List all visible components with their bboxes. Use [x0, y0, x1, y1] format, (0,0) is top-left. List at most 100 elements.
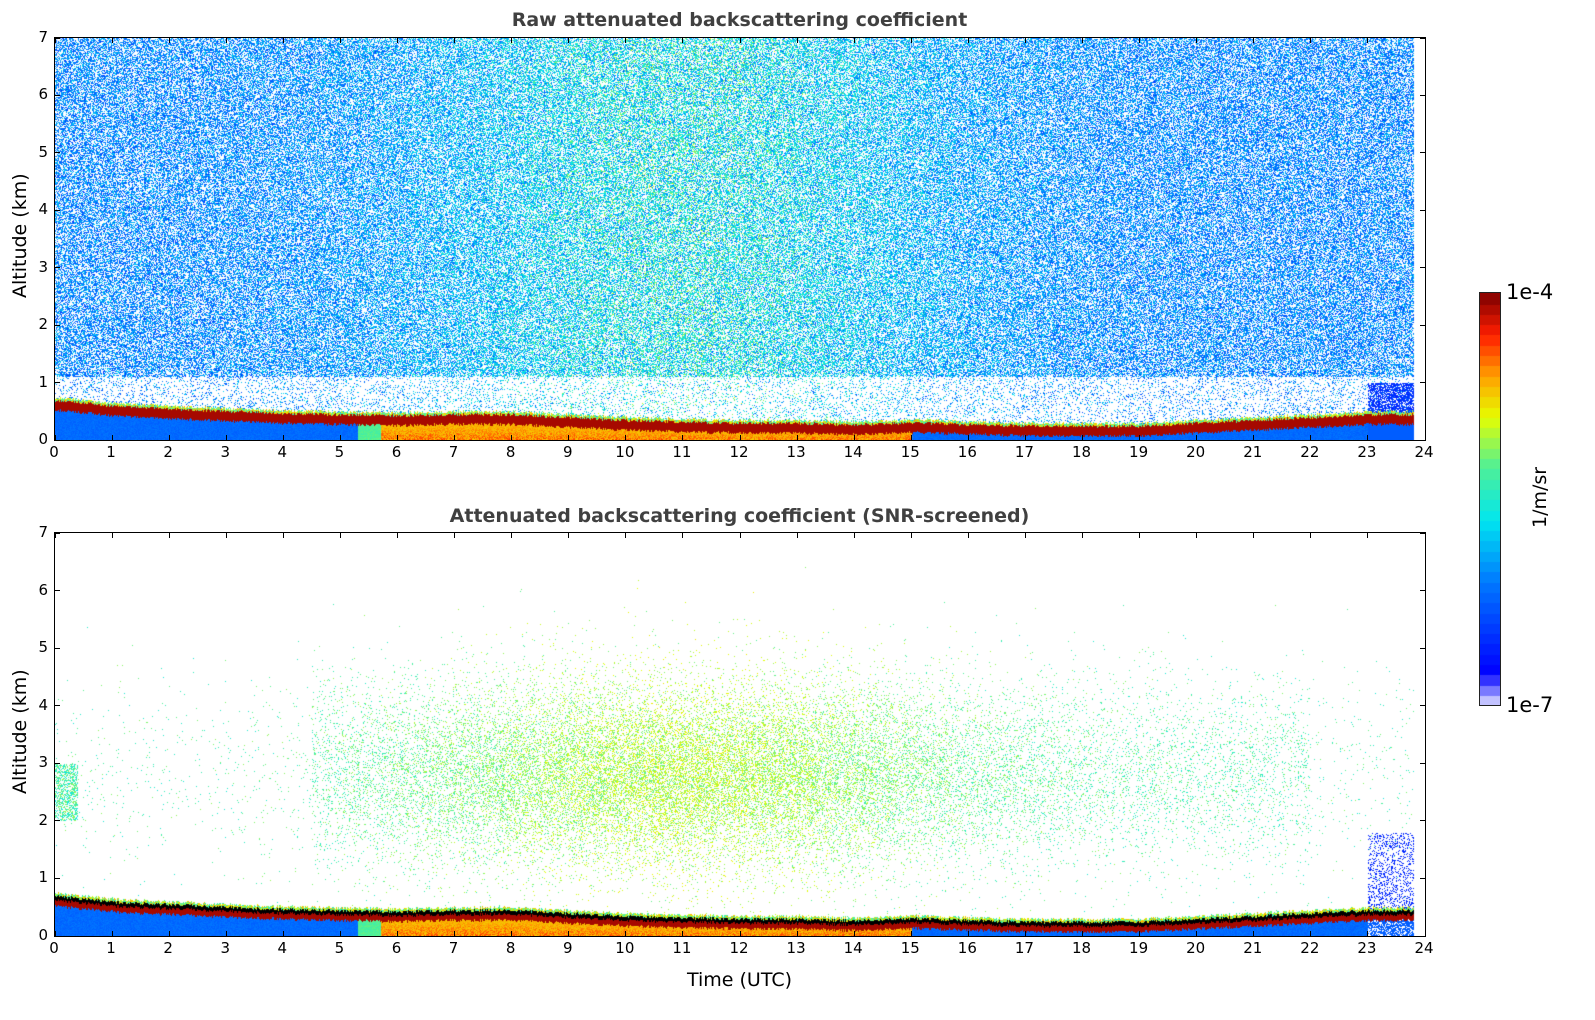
- y-tick-mark: [1420, 820, 1425, 822]
- x-tick-mark: [339, 38, 341, 43]
- y-tick-mark: [55, 705, 60, 707]
- x-tick-label: 3: [220, 939, 231, 957]
- x-tick-mark: [168, 435, 170, 440]
- x-tick-mark: [853, 931, 855, 936]
- x-tick-mark: [397, 533, 398, 538]
- y-tick-mark: [1420, 94, 1425, 96]
- x-tick-mark: [1310, 435, 1312, 440]
- colorbar-unit-label: 1/m/sr: [1529, 466, 1551, 528]
- bottom-plot-axes: [54, 532, 1426, 937]
- x-tick-mark: [910, 38, 912, 43]
- x-tick-mark: [967, 533, 969, 538]
- x-tick-mark: [625, 931, 627, 936]
- x-tick-mark: [168, 38, 170, 43]
- x-tick-mark: [111, 931, 113, 936]
- y-tick-label: 0: [38, 430, 48, 448]
- x-tick-mark: [397, 931, 398, 936]
- x-tick-mark: [282, 435, 284, 440]
- y-tick-mark: [1420, 647, 1425, 649]
- x-tick-mark: [282, 931, 284, 936]
- x-tick-label: 18: [1071, 443, 1092, 461]
- x-tick-mark: [397, 435, 398, 440]
- x-tick-mark: [682, 533, 684, 538]
- x-tick-mark: [568, 931, 570, 936]
- x-tick-mark: [454, 435, 456, 440]
- y-tick-label: 4: [38, 200, 48, 219]
- x-tick-mark: [625, 435, 627, 440]
- x-tick-mark: [1367, 38, 1369, 43]
- y-tick-mark: [1420, 762, 1425, 764]
- y-tick-mark: [55, 532, 60, 534]
- x-tick-label: 23: [1357, 443, 1377, 461]
- x-tick-label: 7: [448, 443, 459, 461]
- x-tick-mark: [1424, 38, 1426, 43]
- y-tick-mark: [55, 267, 60, 269]
- top-plot-axes: [54, 37, 1426, 441]
- y-tick-label: 1: [38, 868, 48, 887]
- x-tick-label: 19: [1129, 939, 1149, 957]
- y-tick-mark: [55, 324, 60, 326]
- x-tick-label: 16: [957, 939, 977, 957]
- raw-backscatter-heatmap: [55, 38, 1425, 440]
- x-tick-mark: [796, 435, 798, 440]
- x-tick-mark: [111, 38, 113, 43]
- x-tick-label: 0: [49, 443, 59, 461]
- x-tick-mark: [910, 533, 912, 538]
- y-tick-mark: [1420, 209, 1425, 211]
- x-tick-label: 17: [1014, 443, 1034, 461]
- x-tick-label: 15: [900, 939, 920, 957]
- x-tick-mark: [339, 435, 341, 440]
- x-tick-label: 16: [957, 443, 977, 461]
- x-tick-mark: [1196, 931, 1198, 936]
- colorbar-min-label: 1e-7: [1506, 693, 1554, 717]
- x-tick-mark: [339, 533, 341, 538]
- x-tick-mark: [397, 38, 398, 43]
- x-tick-mark: [454, 533, 456, 538]
- x-tick-label: 11: [672, 443, 692, 461]
- y-tick-mark: [1420, 877, 1425, 879]
- y-tick-mark: [55, 820, 60, 822]
- x-tick-label: 1: [106, 443, 116, 461]
- top-plot-title: Raw attenuated backscattering coefficien…: [511, 9, 968, 31]
- x-tick-mark: [1082, 931, 1083, 936]
- x-tick-mark: [682, 38, 684, 43]
- x-tick-label: 12: [729, 939, 749, 957]
- x-tick-mark: [454, 38, 456, 43]
- x-tick-label: 2: [163, 443, 173, 461]
- x-tick-label: 8: [505, 939, 516, 957]
- x-tick-label: 14: [843, 443, 863, 461]
- x-tick-mark: [796, 38, 798, 43]
- x-tick-label: 21: [1243, 443, 1263, 461]
- y-tick-label: 5: [38, 142, 48, 161]
- x-tick-mark: [282, 533, 284, 538]
- screened-backscatter-heatmap: [55, 533, 1425, 936]
- y-tick-mark: [1420, 705, 1425, 707]
- x-tick-mark: [1139, 435, 1141, 440]
- x-tick-mark: [282, 38, 284, 43]
- x-tick-label: 0: [49, 939, 59, 957]
- x-tick-mark: [568, 38, 570, 43]
- x-tick-mark: [910, 435, 912, 440]
- x-tick-mark: [1196, 533, 1198, 538]
- x-tick-label: 20: [1186, 939, 1206, 957]
- x-tick-mark: [1196, 435, 1198, 440]
- x-tick-mark: [1367, 931, 1369, 936]
- x-tick-mark: [739, 931, 741, 936]
- colorbar: [1479, 292, 1501, 706]
- x-tick-label: 9: [562, 939, 573, 957]
- x-tick-label: 9: [562, 443, 573, 461]
- x-tick-mark: [1253, 435, 1255, 440]
- x-tick-label: 10: [615, 939, 635, 957]
- x-tick-label: 24: [1414, 443, 1434, 461]
- x-tick-mark: [111, 533, 113, 538]
- y-tick-label: 3: [38, 257, 48, 276]
- bottom-plot-title: Attenuated backscattering coefficient (S…: [449, 505, 1030, 527]
- x-tick-mark: [54, 435, 56, 440]
- x-tick-mark: [1310, 931, 1312, 936]
- x-tick-mark: [739, 38, 741, 43]
- x-tick-label: 24: [1414, 939, 1434, 957]
- x-tick-mark: [1196, 38, 1198, 43]
- y-tick-mark: [1420, 590, 1425, 592]
- x-tick-label: 17: [1014, 939, 1034, 957]
- x-tick-mark: [1024, 533, 1026, 538]
